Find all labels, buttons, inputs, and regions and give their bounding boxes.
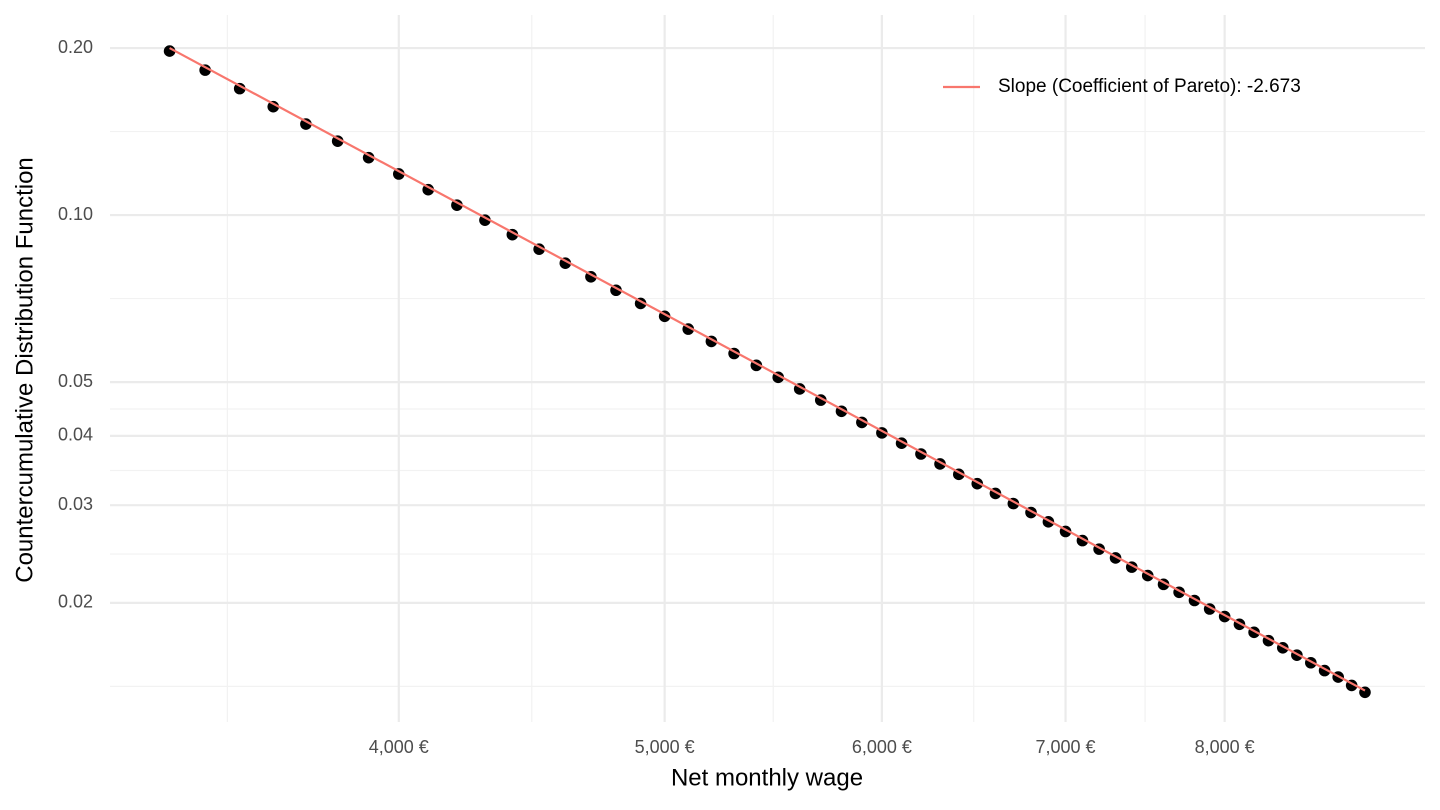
point [300,118,312,130]
point [422,183,435,196]
legend: Slope (Coefficient of Pareto): -2.673 [943,76,1301,97]
marks [163,45,1371,699]
point [233,82,246,95]
x-tick-label: 6,000 € [852,737,912,757]
point [392,168,405,180]
y-tick-label: 0.05 [58,371,93,391]
y-tick-label: 0.02 [58,592,93,612]
x-axis-title: Net monthly wage [671,764,863,791]
x-tick-label: 7,000 € [1036,737,1096,757]
y-tick-label: 0.03 [58,494,93,514]
point [362,151,375,164]
point [199,64,211,76]
x-tick-label: 4,000 € [369,737,429,757]
point [331,135,344,147]
y-tick-label: 0.20 [58,37,93,57]
y-tick-label: 0.10 [58,204,93,224]
point [479,214,491,226]
point [267,100,280,113]
grid: 4,000 € 5,000 € 6,000 € 7,000 € 8,000 € 0.02 0… [58,15,1425,757]
legend-label: Slope (Coefficient of Pareto): -2.673 [998,76,1301,97]
y-tick-label: 0.04 [58,425,93,445]
x-tick-label: 5,000 € [635,737,695,757]
x-tick-label: 8,000 € [1195,737,1255,757]
fit-line [169,47,1366,692]
labels: Net monthly wage Countercumulative Distr… [11,157,863,791]
point [163,45,176,57]
point [451,199,463,211]
y-axis-title: Countercumulative Distribution Function [11,157,38,583]
